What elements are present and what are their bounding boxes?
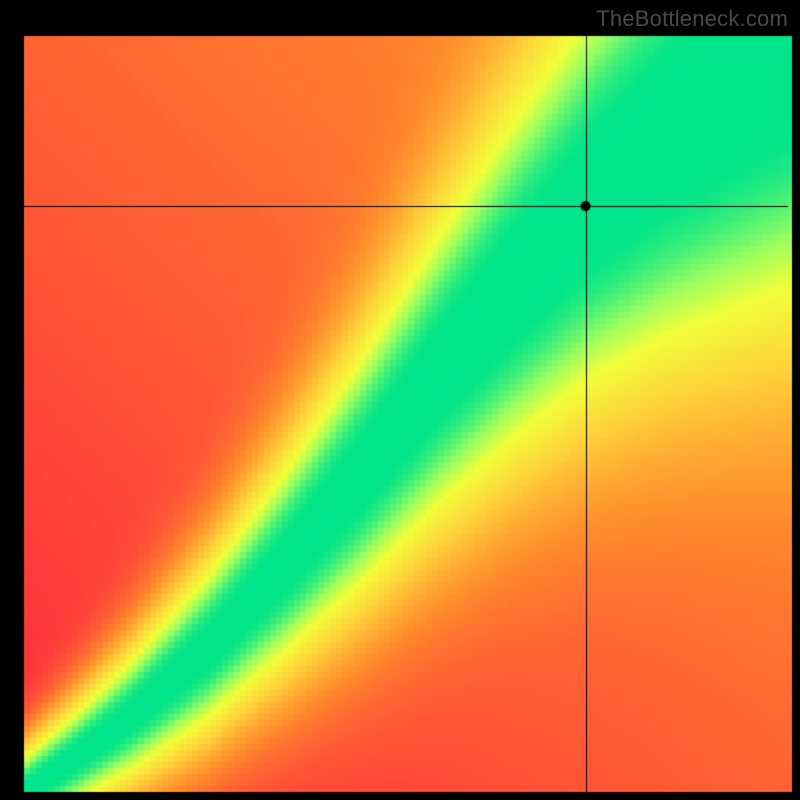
heatmap-canvas [0,0,800,800]
watermark-text: TheBottleneck.com [596,6,788,32]
chart-container: TheBottleneck.com [0,0,800,800]
